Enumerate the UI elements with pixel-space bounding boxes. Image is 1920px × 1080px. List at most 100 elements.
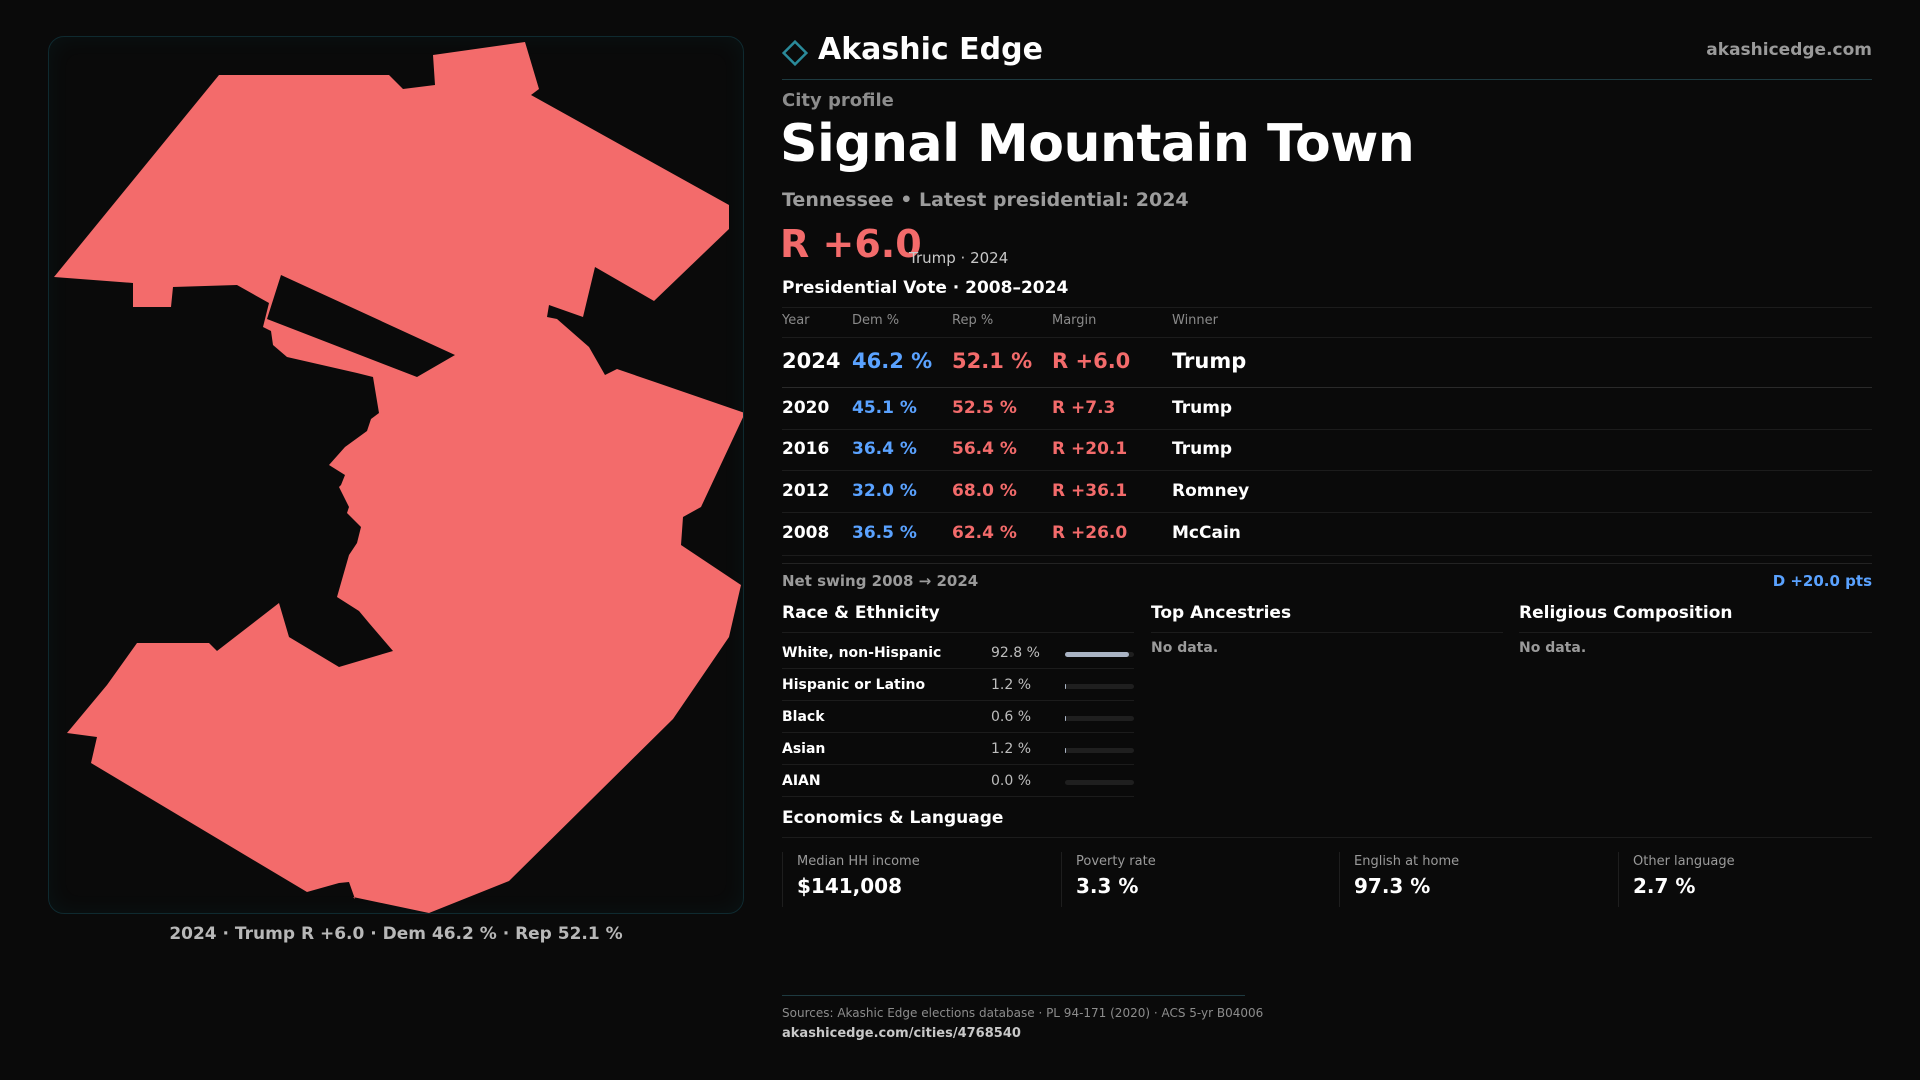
race-value: 0.0 % bbox=[991, 773, 1032, 789]
col-year: Year bbox=[782, 313, 810, 328]
footer-url-link[interactable]: akashicedge.com/cities/4768540 bbox=[782, 1026, 1021, 1041]
divider bbox=[1151, 632, 1503, 633]
divider bbox=[782, 837, 1872, 838]
brand-name[interactable]: Akashic Edge bbox=[818, 32, 1043, 67]
race-bar-fill bbox=[1065, 684, 1066, 689]
net-swing-value: D +20.0 pts bbox=[1772, 572, 1872, 590]
econ-value: $141,008 bbox=[797, 874, 903, 898]
row-rep: 52.5 % bbox=[952, 398, 1017, 418]
row-rep: 52.1 % bbox=[952, 349, 1033, 373]
net-swing-label: Net swing 2008 → 2024 bbox=[782, 572, 979, 590]
row-year: 2020 bbox=[782, 398, 830, 418]
row-winner: Romney bbox=[1172, 481, 1250, 501]
race-value: 92.8 % bbox=[991, 645, 1040, 661]
row-year: 2024 bbox=[782, 349, 841, 373]
col-dem: Dem % bbox=[852, 313, 900, 328]
race-row: Hispanic or Latino 1.2 % bbox=[782, 670, 1134, 701]
header-divider bbox=[782, 79, 1872, 80]
race-bar-fill bbox=[1065, 652, 1130, 657]
race-label: Hispanic or Latino bbox=[782, 677, 926, 693]
ancestries-section-title: Top Ancestries bbox=[1151, 603, 1292, 623]
race-section-title: Race & Ethnicity bbox=[782, 603, 940, 623]
latest-margin: R +6.0 bbox=[780, 222, 922, 266]
race-label: AIAN bbox=[782, 773, 821, 789]
race-label: White, non-Hispanic bbox=[782, 645, 942, 661]
row-dem: 36.4 % bbox=[852, 439, 917, 459]
row-year: 2016 bbox=[782, 439, 830, 459]
race-value: 1.2 % bbox=[991, 741, 1032, 757]
divider bbox=[782, 307, 1872, 308]
race-bar-track bbox=[1065, 652, 1134, 657]
race-row: Asian 1.2 % bbox=[782, 734, 1134, 765]
econ-cell-other-language: Other language 2.7 % bbox=[1618, 852, 1872, 907]
brand-url-link[interactable]: akashicedge.com bbox=[1706, 40, 1872, 60]
row-year: 2012 bbox=[782, 481, 830, 501]
page-eyebrow: City profile bbox=[782, 90, 894, 111]
row-dem: 32.0 % bbox=[852, 481, 917, 501]
race-label: Asian bbox=[782, 741, 826, 757]
divider bbox=[782, 512, 1872, 513]
row-dem: 46.2 % bbox=[852, 349, 933, 373]
divider bbox=[782, 563, 1872, 564]
row-dem: 36.5 % bbox=[852, 523, 917, 543]
city-boundary-map bbox=[54, 42, 743, 913]
race-bar-track bbox=[1065, 780, 1134, 785]
map-panel bbox=[48, 36, 744, 914]
divider bbox=[782, 470, 1872, 471]
race-bar-fill bbox=[1065, 748, 1066, 753]
economics-section-title: Economics & Language bbox=[782, 808, 1004, 828]
row-winner: Trump bbox=[1172, 439, 1233, 459]
row-winner: Trump bbox=[1172, 398, 1233, 418]
row-year: 2008 bbox=[782, 523, 830, 543]
race-value: 1.2 % bbox=[991, 677, 1032, 693]
race-bar-track bbox=[1065, 684, 1134, 689]
row-winner: Trump bbox=[1172, 349, 1247, 373]
race-bar-track bbox=[1065, 716, 1134, 721]
econ-label: Poverty rate bbox=[1076, 854, 1156, 869]
footer-divider bbox=[782, 995, 1245, 996]
page-title: Signal Mountain Town bbox=[780, 114, 1415, 174]
col-rep: Rep % bbox=[952, 313, 994, 328]
econ-cell-english: English at home 97.3 % bbox=[1339, 852, 1599, 907]
row-rep: 68.0 % bbox=[952, 481, 1017, 501]
row-margin: R +6.0 bbox=[1052, 349, 1131, 373]
row-margin: R +36.1 bbox=[1052, 481, 1128, 501]
row-margin: R +20.1 bbox=[1052, 439, 1128, 459]
divider bbox=[782, 632, 1134, 633]
divider bbox=[782, 732, 1134, 733]
ancestries-empty: No data. bbox=[1151, 640, 1219, 656]
map-caption: 2024 · Trump R +6.0 · Dem 46.2 % · Rep 5… bbox=[169, 924, 623, 944]
latest-margin-note: Trump · 2024 bbox=[909, 249, 1009, 267]
row-rep: 62.4 % bbox=[952, 523, 1017, 543]
brand-diamond-icon bbox=[782, 40, 808, 66]
race-bar-track bbox=[1065, 748, 1134, 753]
divider bbox=[1519, 632, 1872, 633]
race-value: 0.6 % bbox=[991, 709, 1032, 725]
econ-value: 97.3 % bbox=[1354, 874, 1431, 898]
econ-label: Other language bbox=[1633, 854, 1735, 869]
row-margin: R +7.3 bbox=[1052, 398, 1116, 418]
divider bbox=[782, 429, 1872, 430]
col-margin: Margin bbox=[1052, 313, 1097, 328]
religion-section-title: Religious Composition bbox=[1519, 603, 1733, 623]
race-row: Black 0.6 % bbox=[782, 702, 1134, 733]
econ-cell-income: Median HH income $141,008 bbox=[782, 852, 1042, 907]
race-row: White, non-Hispanic 92.8 % bbox=[782, 638, 1134, 669]
divider bbox=[782, 555, 1872, 556]
vote-table-title: Presidential Vote · 2008–2024 bbox=[782, 278, 1069, 298]
econ-label: English at home bbox=[1354, 854, 1460, 869]
footer-sources: Sources: Akashic Edge elections database… bbox=[782, 1006, 1264, 1020]
econ-value: 3.3 % bbox=[1076, 874, 1139, 898]
page-subtitle: Tennessee • Latest presidential: 2024 bbox=[782, 189, 1189, 211]
col-winner: Winner bbox=[1172, 313, 1219, 328]
row-margin: R +26.0 bbox=[1052, 523, 1128, 543]
econ-label: Median HH income bbox=[797, 854, 920, 869]
religion-empty: No data. bbox=[1519, 640, 1587, 656]
divider bbox=[782, 700, 1134, 701]
city-boundary-shape bbox=[54, 42, 743, 913]
divider bbox=[782, 796, 1134, 797]
row-dem: 45.1 % bbox=[852, 398, 917, 418]
econ-value: 2.7 % bbox=[1633, 874, 1696, 898]
econ-cell-poverty: Poverty rate 3.3 % bbox=[1061, 852, 1321, 907]
divider bbox=[782, 387, 1872, 388]
